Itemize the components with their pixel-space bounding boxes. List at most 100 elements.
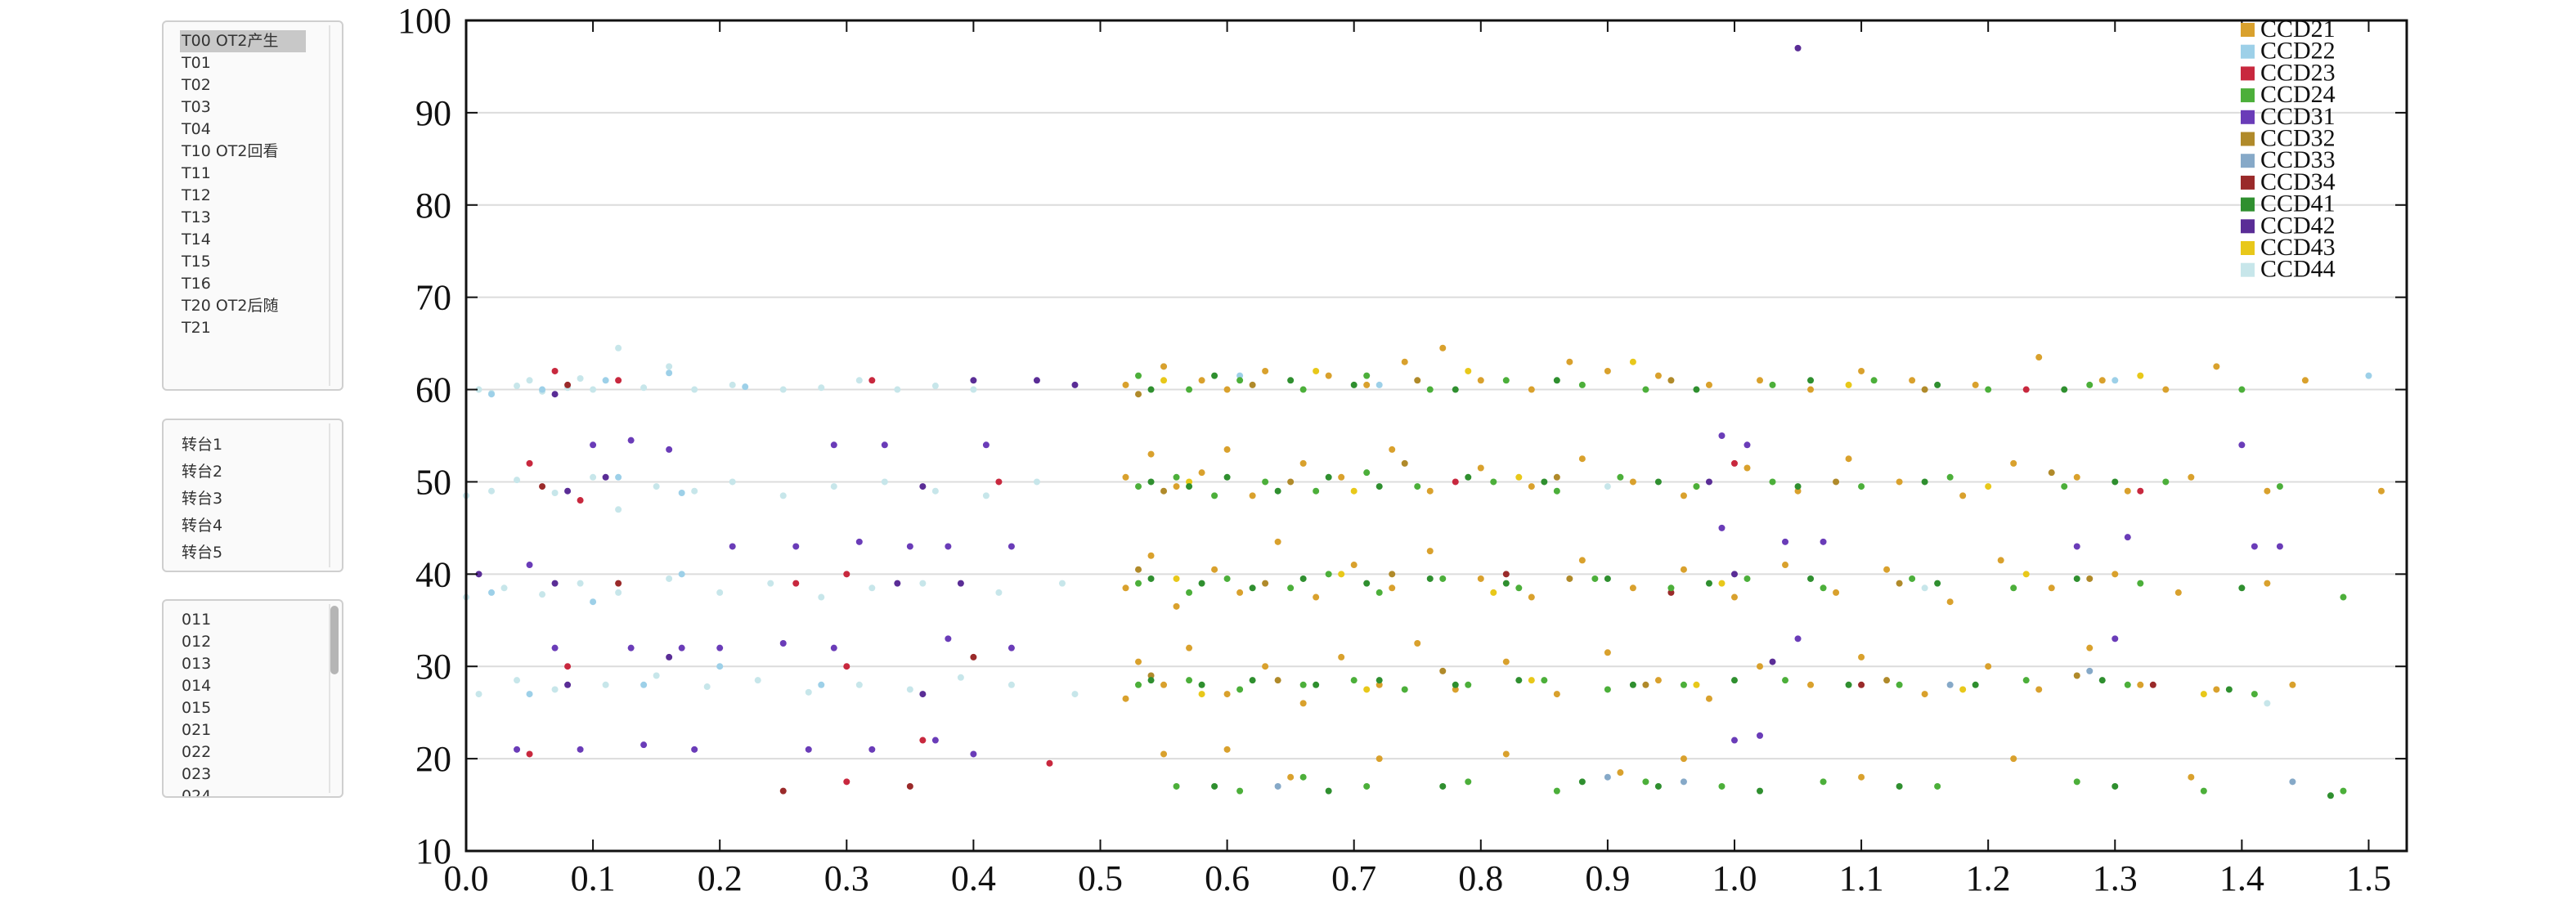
id-list-item[interactable]: 023 bbox=[182, 765, 212, 783]
data-point bbox=[1553, 473, 1560, 481]
data-point bbox=[982, 441, 990, 449]
data-point bbox=[1173, 473, 1180, 481]
data-point bbox=[1147, 575, 1155, 582]
data-point bbox=[2137, 580, 2144, 587]
data-point bbox=[1376, 681, 1383, 688]
data-point bbox=[1465, 473, 1472, 481]
data-point bbox=[1287, 478, 1295, 486]
data-point bbox=[1858, 653, 1865, 660]
data-point bbox=[615, 589, 622, 596]
legend-swatch bbox=[2241, 262, 2255, 277]
data-point bbox=[2086, 644, 2094, 652]
data-point bbox=[2251, 543, 2258, 550]
data-point bbox=[855, 377, 863, 384]
id-list-item[interactable]: 011 bbox=[182, 611, 212, 629]
id-listbox[interactable]: 011 012 013 014 015 021 022 023 024 bbox=[162, 599, 343, 798]
data-point bbox=[970, 750, 977, 758]
data-point bbox=[2340, 593, 2347, 601]
data-point bbox=[1325, 571, 1332, 578]
data-point bbox=[742, 383, 749, 391]
data-point bbox=[691, 746, 698, 753]
data-point bbox=[2137, 681, 2144, 688]
series-ccd23 bbox=[526, 367, 2144, 786]
data-point bbox=[2162, 478, 2170, 486]
test-list-item[interactable]: T21 bbox=[182, 319, 211, 337]
data-point bbox=[2124, 534, 2131, 541]
legend-swatch bbox=[2241, 197, 2255, 212]
id-list-item[interactable]: 014 bbox=[182, 677, 212, 695]
data-point bbox=[2251, 691, 2258, 698]
test-list-item[interactable]: T16 bbox=[182, 275, 211, 293]
data-point bbox=[1858, 773, 1865, 781]
id-list-item[interactable]: 012 bbox=[182, 633, 212, 651]
test-list-item[interactable]: T13 bbox=[182, 208, 211, 226]
data-point bbox=[1541, 677, 1548, 684]
test-listbox[interactable]: T00 OT2产生 T01 T02 T03 T04 T10 OT2回看 T11 T12 T13 T… bbox=[162, 20, 343, 391]
data-point bbox=[1122, 695, 1129, 702]
data-point bbox=[931, 737, 939, 744]
data-point bbox=[1578, 381, 1586, 388]
data-point bbox=[551, 489, 559, 496]
turntable-list-item[interactable]: 转台1 bbox=[182, 436, 223, 454]
scrollbar-track bbox=[329, 25, 330, 386]
data-point bbox=[1376, 755, 1383, 763]
data-point bbox=[1985, 663, 1992, 670]
test-list-item[interactable]: T20 OT2后随 bbox=[182, 297, 279, 315]
test-list-item[interactable]: T04 bbox=[182, 120, 211, 138]
data-point bbox=[1705, 381, 1712, 388]
y-tick-label: 50 bbox=[415, 462, 451, 502]
test-list-item[interactable]: T11 bbox=[182, 164, 211, 182]
test-list-item[interactable]: T14 bbox=[182, 231, 211, 249]
series-ccd43 bbox=[1160, 358, 2207, 698]
data-point bbox=[1845, 455, 1852, 463]
data-point bbox=[2264, 580, 2271, 587]
turntable-list-item[interactable]: 转台4 bbox=[182, 517, 223, 535]
test-list-item[interactable]: T12 bbox=[182, 186, 211, 204]
data-point bbox=[590, 473, 597, 481]
data-point bbox=[1578, 557, 1586, 564]
turntable-listbox[interactable]: 转台1 转台2 转台3 转台4 转台5 bbox=[162, 419, 343, 572]
turntable-list-item[interactable]: 转台2 bbox=[182, 463, 223, 481]
series-ccd34 bbox=[539, 381, 2156, 795]
data-point bbox=[1313, 681, 1320, 688]
data-point bbox=[1718, 432, 1726, 439]
data-point bbox=[1921, 386, 1928, 393]
legend-swatch bbox=[2241, 88, 2255, 103]
data-point bbox=[792, 543, 800, 550]
y-tick-label: 90 bbox=[415, 93, 451, 133]
test-list-item[interactable]: T00 OT2产生 bbox=[180, 30, 306, 52]
id-list-item[interactable]: 022 bbox=[182, 743, 212, 761]
data-point bbox=[1338, 571, 1345, 578]
data-point bbox=[627, 644, 635, 652]
test-list-item[interactable]: T01 bbox=[182, 54, 211, 72]
x-tick-label: 1.5 bbox=[2346, 858, 2391, 898]
test-list-item[interactable]: T10 OT2回看 bbox=[182, 142, 279, 160]
data-point bbox=[1782, 562, 1789, 569]
data-point bbox=[1477, 377, 1484, 384]
test-list-item[interactable]: T02 bbox=[182, 76, 211, 94]
data-point bbox=[2238, 584, 2246, 592]
id-list-item[interactable]: 015 bbox=[182, 699, 212, 717]
test-list-item[interactable]: T03 bbox=[182, 98, 211, 116]
data-point bbox=[1985, 386, 1992, 393]
id-list-item[interactable]: 024 bbox=[182, 787, 212, 798]
data-point bbox=[843, 663, 850, 670]
scrollbar-thumb[interactable] bbox=[330, 606, 339, 674]
turntable-list-item[interactable]: 转台3 bbox=[182, 490, 223, 508]
data-point bbox=[729, 478, 736, 486]
data-point bbox=[1465, 778, 1472, 786]
data-point bbox=[868, 584, 876, 592]
data-point bbox=[666, 575, 673, 582]
data-point bbox=[1160, 487, 1168, 495]
id-list-item[interactable]: 013 bbox=[182, 655, 212, 673]
data-point bbox=[779, 386, 787, 393]
data-point bbox=[526, 562, 533, 569]
turntable-list-item[interactable]: 转台5 bbox=[182, 544, 223, 562]
id-list-item[interactable]: 021 bbox=[182, 721, 212, 739]
data-point bbox=[1223, 446, 1231, 453]
data-point bbox=[1299, 681, 1307, 688]
test-list-item[interactable]: T15 bbox=[182, 253, 211, 271]
data-point bbox=[1959, 492, 1967, 499]
data-point bbox=[2213, 363, 2220, 370]
